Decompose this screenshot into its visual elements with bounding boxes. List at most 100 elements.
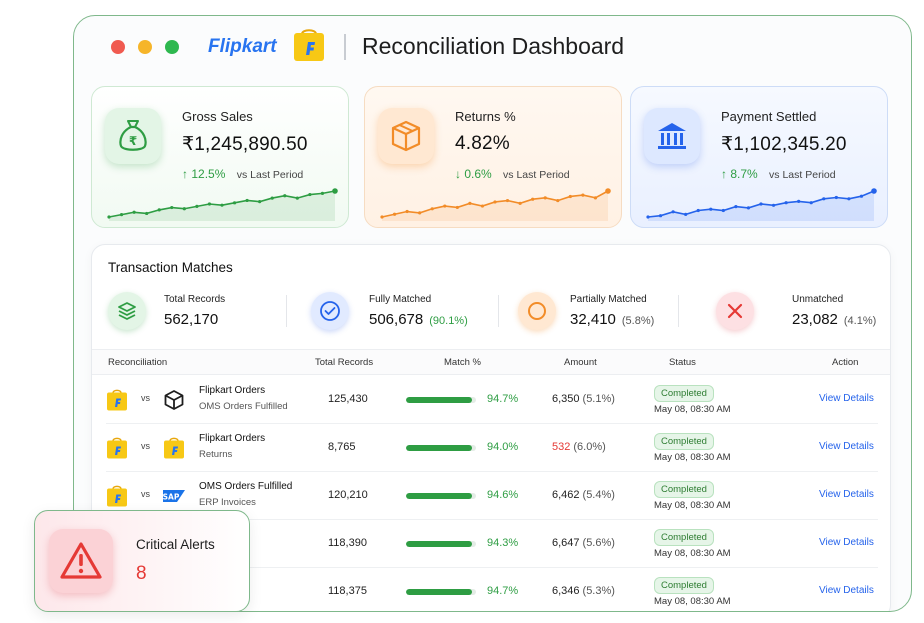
sparkline-point [468,201,472,205]
stat-label: Fully Matched [369,294,432,305]
sparkline-gross-sales [107,188,338,221]
amount: 6,462 (5.4%) [552,489,615,501]
sparkline-point [132,210,136,214]
flipkart-logo-icon [163,437,185,459]
sparkline-point [531,197,535,201]
stat-fully-matched: Fully Matched 506,678 (90.1%) [311,289,501,339]
sparkline-point [380,215,384,219]
maximize-window-button[interactable] [165,40,179,54]
sparkline-point [709,207,713,211]
column-header-action: Action [832,357,859,368]
svg-text:₹: ₹ [129,134,137,148]
arrow-up-icon: ↑ [721,167,727,181]
sparkline-point [684,212,688,216]
flipkart-logo-icon [294,29,324,61]
status-badge: Completed [654,577,714,594]
kpi-delta-value: 0.6% [464,167,492,181]
flipkart-logo-icon [106,437,128,459]
money-bag-icon: ₹ [105,108,161,164]
view-details-link[interactable]: View Details [819,393,874,404]
kpi-label: Payment Settled [721,109,817,124]
view-details-link[interactable]: View Details [819,489,874,500]
circle-icon [518,292,556,330]
flipkart-logo-icon [106,389,128,411]
sparkline-point [332,188,338,194]
sparkline-point [822,197,826,201]
view-details-link[interactable]: View Details [819,441,874,452]
flipkart-logo-icon [106,485,128,507]
vs-label: vs [141,489,150,499]
amount: 6,346 (5.3%) [552,585,615,597]
amount: 6,350 (5.1%) [552,393,615,405]
sparkline-point [859,194,864,198]
kpi-delta: ↑ 8.7% vs Last Period [721,167,836,181]
arrow-up-icon: ↑ [182,167,188,181]
sparkline-point [759,202,763,206]
target-name: ERP Invoices [199,497,256,508]
dashboard-window: Flipkart Reconciliation Dashboard ₹ Gros… [73,15,912,612]
kpi-delta-value: 8.7% [730,167,758,181]
stat-divider [498,295,499,327]
sparkline-point [518,201,522,205]
sparkline-point [493,200,497,204]
source-name: OMS Orders Fulfilled [199,481,293,492]
sparkline-point [107,215,111,219]
sparkline-area [648,191,874,221]
status-date: May 08, 08:30 AM [654,404,731,415]
vs-label: vs [141,441,150,451]
stat-divider [286,295,287,327]
sparkline-point [145,211,149,216]
sparkline-point [568,194,572,199]
minimize-window-button[interactable] [138,40,152,54]
sparkline-point [847,197,851,201]
source-name: Flipkart Orders [199,433,266,444]
sparkline-point [605,188,611,194]
alert-count: 8 [136,563,147,584]
amount: 6,647 (5.6%) [552,537,615,549]
kpi-delta-caption: vs Last Period [769,169,836,181]
kpi-value: ₹1,102,345.20 [721,134,847,155]
sparkline-area [382,191,608,221]
column-header-reconciliation: Reconciliation [108,357,168,368]
match-progress-fill [406,397,473,403]
table-row: vs Flipkart Orders OMS Orders Fulfilled 125… [106,376,878,424]
stat-value: 562,170 [164,311,219,328]
column-header-amount: Amount [564,357,597,368]
kpi-delta: ↑ 12.5% vs Last Period [182,167,303,181]
sparkline-point [658,214,663,218]
sparkline-point [220,203,224,207]
column-header-total-records: Total Records [315,357,374,368]
sparkline-point [258,200,262,204]
stat-value: 32,410 (5.8%) [570,311,655,328]
match-percent: 94.6% [487,489,519,501]
total-records: 8,765 [328,441,356,453]
total-records: 118,390 [328,537,367,549]
sparkline-point [182,207,186,211]
match-progress-bar [406,493,476,499]
status-badge: Completed [654,385,714,402]
sparkline-point [443,204,447,208]
view-details-link[interactable]: View Details [819,537,874,548]
sparkline-point [505,198,510,203]
sparkline-point [556,198,560,203]
sparkline-point [734,205,738,209]
match-progress-bar [406,589,476,595]
status-badge: Completed [654,481,714,498]
sparkline-point [797,199,801,203]
match-percent: 94.7% [487,393,519,405]
sparkline-point [543,196,547,200]
sparkline-point [784,201,788,205]
sparkline-point [871,188,877,194]
table-row: vsementsent118,37594.7%6,346(5.3%)Comple… [106,568,878,611]
status-badge: Completed [654,433,714,450]
close-window-button[interactable] [111,40,125,54]
stat-total-records: Total Records 562,170 [108,289,288,339]
sparkline-point [480,204,485,208]
sparkline-point [392,212,397,216]
kpi-delta-caption: vs Last Period [236,169,304,181]
critical-alerts-card[interactable]: Critical Alerts 8 [34,510,250,612]
title-divider [344,34,346,60]
view-details-link[interactable]: View Details [819,585,874,596]
stat-unmatched: Unmatched 23,082 (4.1%) [716,289,886,339]
sparkline-point [308,192,312,197]
